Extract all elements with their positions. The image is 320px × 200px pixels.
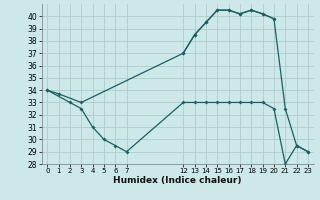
X-axis label: Humidex (Indice chaleur): Humidex (Indice chaleur) [113, 176, 242, 185]
